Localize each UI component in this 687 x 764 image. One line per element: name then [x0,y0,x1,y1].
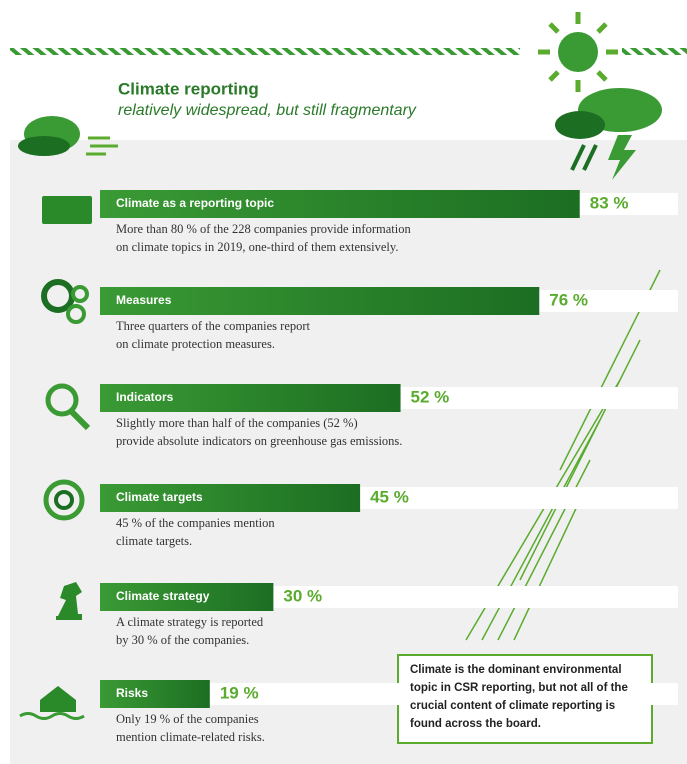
value-label: 45 % [370,487,409,506]
description: Slightly more than half of the companies… [116,416,358,430]
value-label: 83 % [590,193,629,212]
description: mention climate-related risks. [116,730,265,744]
sun-icon [538,12,618,92]
infographic: Climate reporting relatively widespread,… [0,0,687,764]
value-label: 76 % [549,290,588,309]
subtitle: relatively widespread, but still fragmen… [118,102,417,119]
header-stripe [622,48,687,55]
description: More than 80 % of the 228 companies prov… [116,222,411,236]
bar-label: Climate targets [116,490,203,504]
description: on climate protection measures. [116,337,275,351]
description: Three quarters of the companies report [116,319,311,333]
note-text: crucial content of climate reporting is [410,700,615,712]
description: A climate strategy is reported [116,615,264,629]
note-text: found across the board. [410,718,541,730]
description: 45 % of the companies mention [116,516,275,530]
bar-label: Risks [116,686,148,700]
note-text: Climate is the dominant environmental [410,664,622,676]
bar-label: Climate strategy [116,589,210,603]
description: provide absolute indicators on greenhous… [116,434,402,448]
value-label: 30 % [283,586,322,605]
description: on climate topics in 2019, one-third of … [116,240,398,254]
bar-label: Indicators [116,390,174,404]
value-label: 52 % [411,387,450,406]
title: Climate reporting [118,79,259,98]
description: climate targets. [116,534,192,548]
description: Only 19 % of the companies [116,712,259,726]
value-label: 19 % [220,683,259,702]
bar-label: Measures [116,293,172,307]
header-stripe [10,48,520,55]
bar-label: Climate as a reporting topic [116,196,274,210]
description: by 30 % of the companies. [116,633,249,647]
note-text: topic in CSR reporting, but not all of t… [410,682,628,694]
